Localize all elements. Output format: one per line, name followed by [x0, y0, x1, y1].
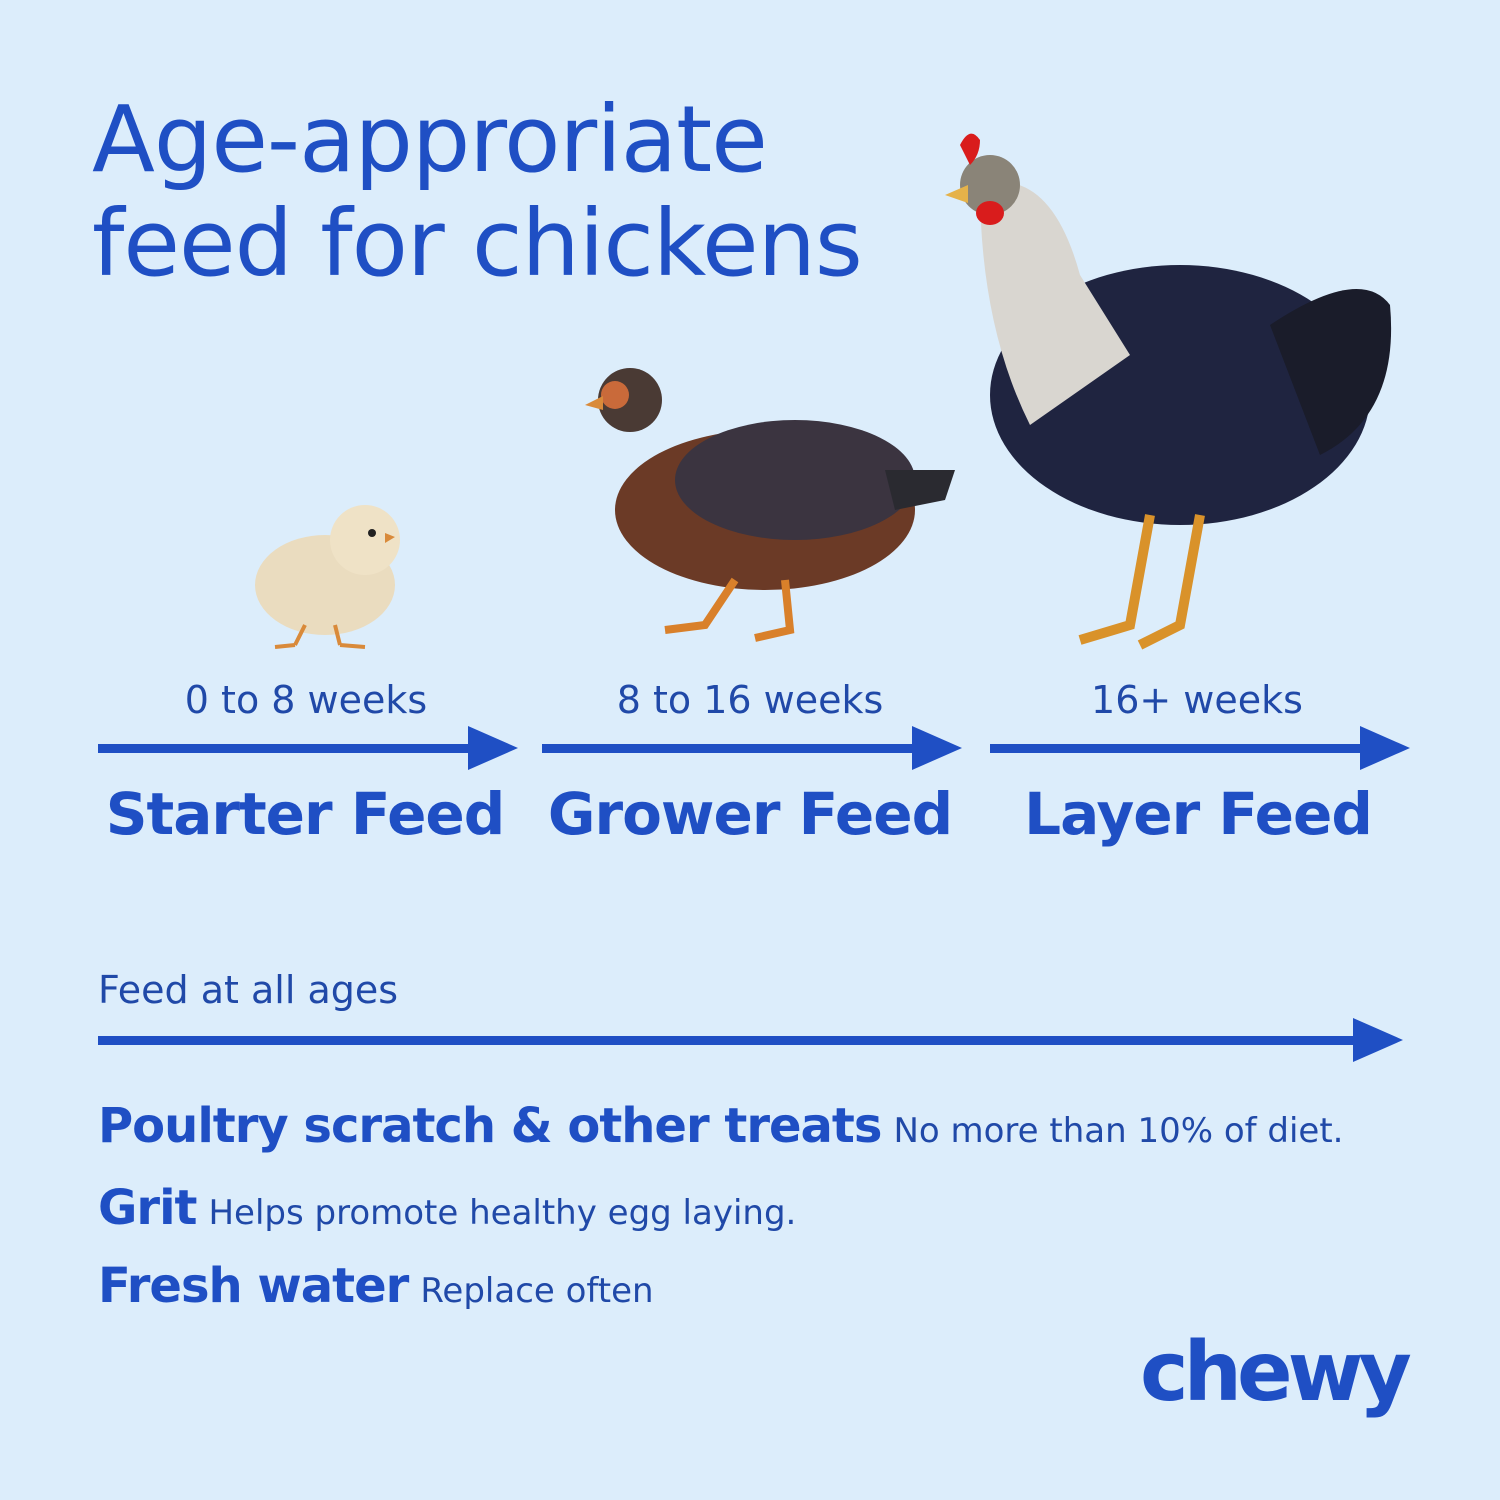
pullet-image	[585, 368, 955, 642]
feed-grower: Grower Feed	[547, 780, 953, 848]
feed-starter: Starter Feed	[105, 780, 506, 848]
arrow-all-ages	[98, 1018, 1403, 1062]
chick-image	[255, 505, 400, 649]
feed-layer: Layer Feed	[1024, 780, 1373, 848]
arrow-grower	[542, 726, 962, 770]
stage-age-grower: 8 to 16 weeks	[616, 678, 884, 722]
item-grit: Grit Helps promote healthy egg laying.	[98, 1180, 797, 1236]
stage-age-layer: 16+ weeks	[1091, 678, 1303, 722]
chewy-logo: chewy	[1140, 1325, 1412, 1420]
page-title: Age-approriate feed for chickens	[92, 86, 863, 297]
item-treats: Poultry scratch & other treats No more th…	[98, 1098, 1344, 1154]
all-ages-label: Feed at all ages	[98, 968, 399, 1012]
item-water: Fresh water Replace often	[98, 1258, 654, 1314]
stage-age-starter: 0 to 8 weeks	[184, 678, 428, 722]
arrow-starter	[98, 726, 518, 770]
arrow-layer	[990, 726, 1410, 770]
hen-image	[945, 133, 1392, 650]
